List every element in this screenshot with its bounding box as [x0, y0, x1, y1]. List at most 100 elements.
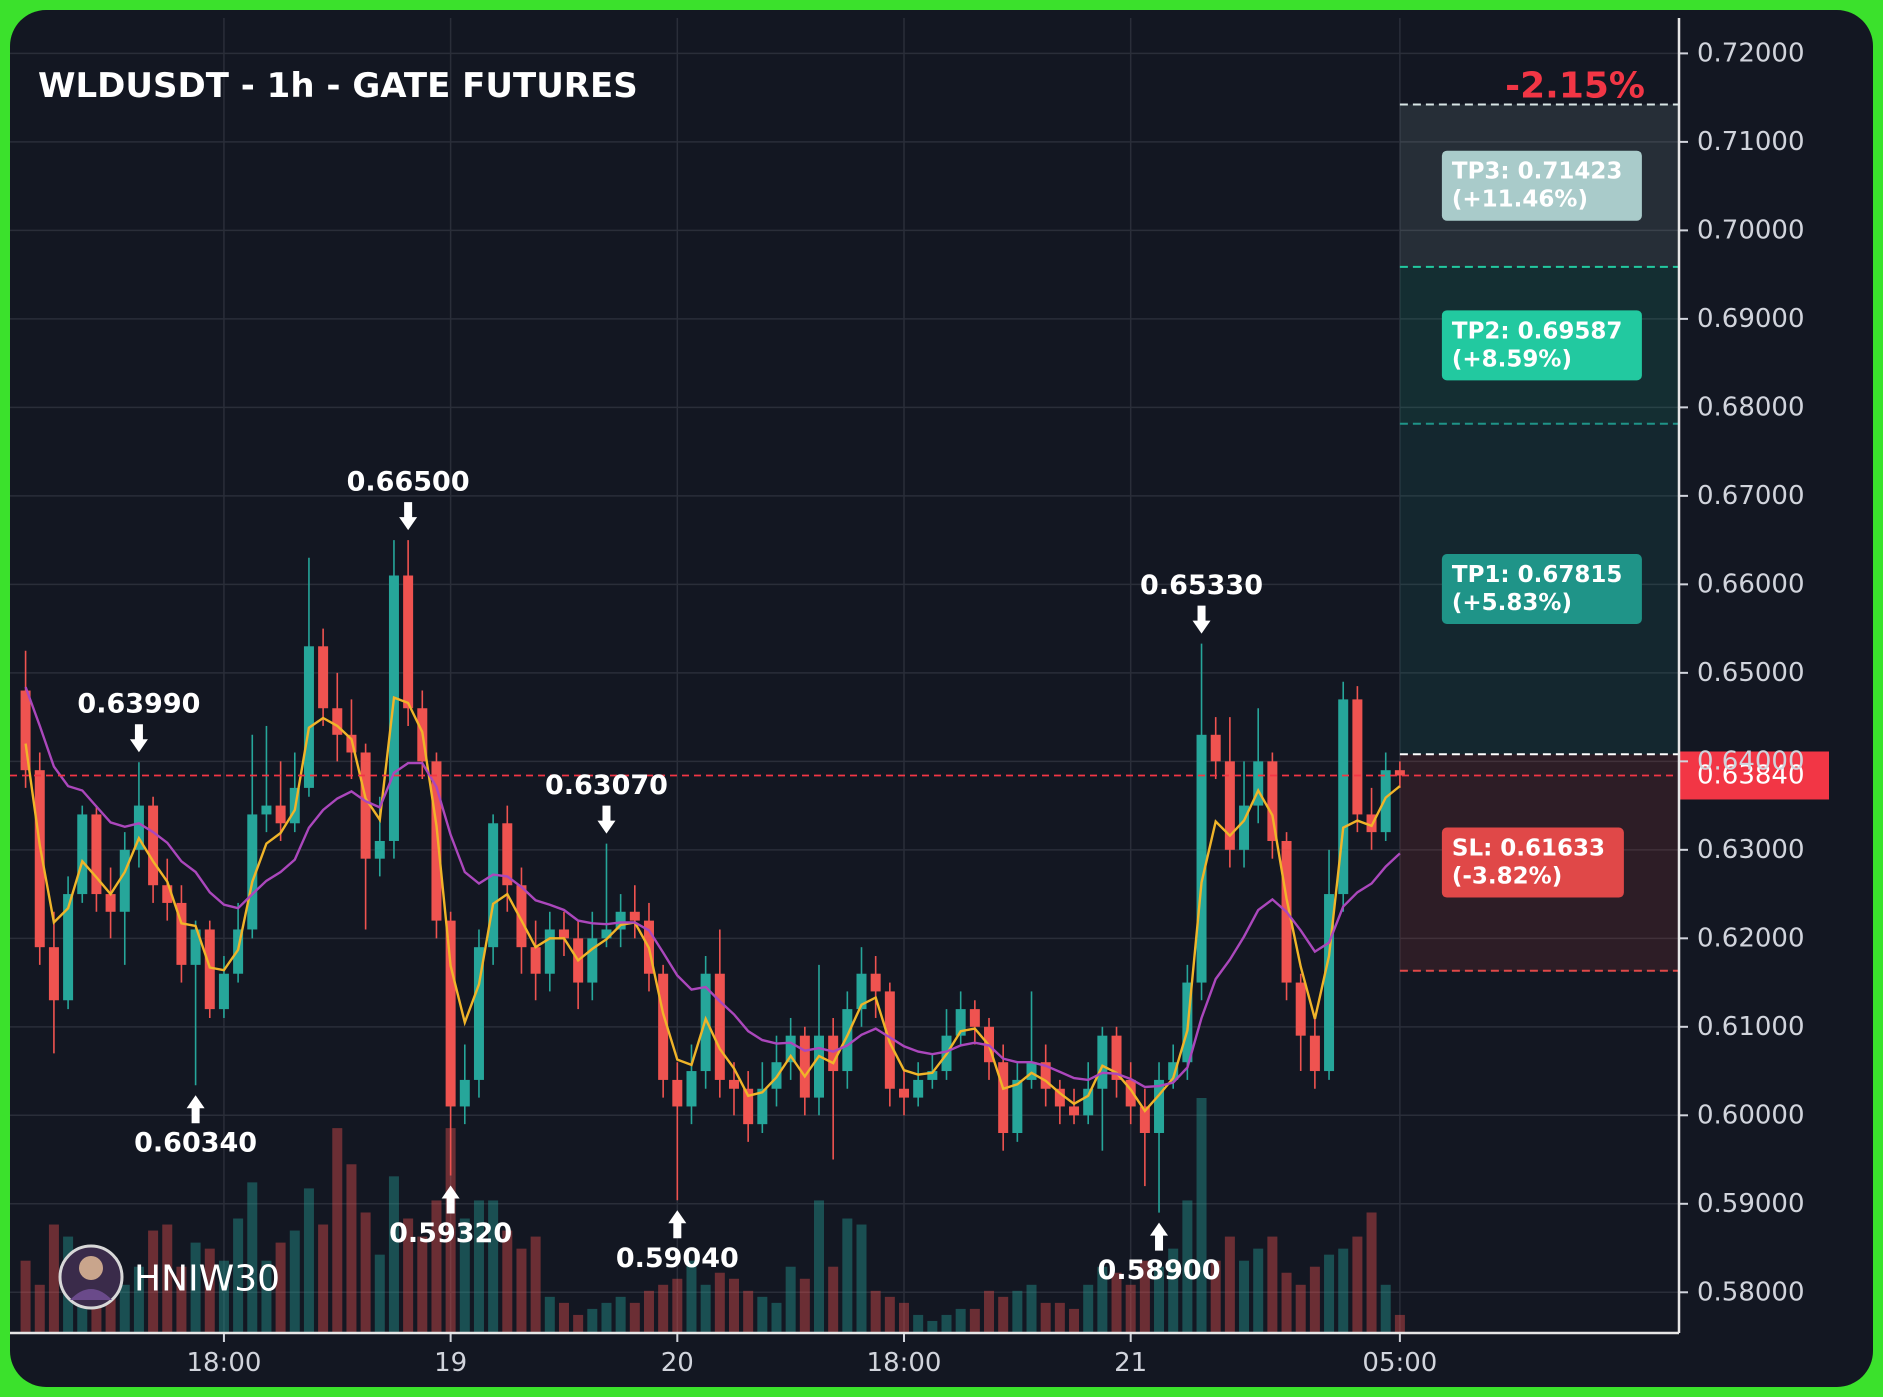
- volume-bar: [573, 1314, 584, 1333]
- candle-body: [431, 761, 442, 921]
- volume-bar: [176, 1266, 187, 1333]
- volume-bar: [34, 1284, 45, 1333]
- level-label: SL: 0.61633: [1452, 836, 1605, 862]
- volume-bar: [757, 1296, 768, 1333]
- volume-bar: [1097, 1266, 1108, 1333]
- volume-bar: [870, 1290, 881, 1333]
- level-box: [1441, 310, 1642, 381]
- volume-bar: [799, 1278, 810, 1333]
- level-pct: (+11.46%): [1452, 187, 1588, 213]
- level-pct: (+8.59%): [1452, 346, 1572, 372]
- price-change: -2.15%: [1505, 66, 1645, 107]
- level-label: TP3: 0.71423: [1452, 159, 1623, 185]
- y-tick-label: 0.67000: [1697, 481, 1805, 511]
- pivot-label: 0.60340: [134, 1128, 257, 1159]
- candle-body: [105, 894, 116, 912]
- moving-average: [24, 686, 1401, 1089]
- candle-body: [899, 1088, 910, 1098]
- volume-bar: [1224, 1236, 1235, 1333]
- x-tick-label: 21: [1114, 1348, 1147, 1378]
- y-tick-label: 0.70000: [1697, 215, 1805, 245]
- candle-body: [799, 1035, 810, 1098]
- volume-bar: [91, 1290, 102, 1333]
- volume-bar: [473, 1200, 484, 1333]
- volume-bar: [20, 1260, 31, 1333]
- volume-bar: [417, 1236, 428, 1333]
- candle-body: [502, 823, 513, 886]
- candle-body: [1111, 1035, 1122, 1080]
- volume-bar: [275, 1242, 286, 1333]
- volume-bar: [955, 1308, 966, 1333]
- y-tick-label: 0.58000: [1697, 1277, 1805, 1307]
- candle-body: [91, 814, 102, 895]
- pivot-label: 0.59320: [389, 1218, 512, 1249]
- pivot-label: 0.59040: [616, 1243, 739, 1274]
- candle-body: [856, 973, 867, 1010]
- candle-body: [785, 1035, 796, 1063]
- volume-bar: [162, 1224, 173, 1333]
- candle-body: [1267, 761, 1278, 841]
- volume-bar: [1380, 1284, 1391, 1333]
- candle-body: [1083, 1088, 1094, 1116]
- candle-body: [658, 973, 669, 1080]
- watermark: HNIW30: [58, 1244, 280, 1310]
- volume-bar: [672, 1278, 683, 1333]
- candle-body: [828, 1035, 839, 1072]
- volume-bar: [105, 1278, 116, 1333]
- candle-body: [870, 973, 881, 992]
- moving-averages: [24, 686, 1401, 1113]
- volume-bar: [346, 1164, 357, 1333]
- volume-bar: [1295, 1284, 1306, 1333]
- candle-body: [1196, 734, 1207, 983]
- volume-bar: [360, 1212, 371, 1333]
- last-price-box: [1679, 751, 1829, 800]
- last-price-label: 0.63840: [1697, 760, 1805, 790]
- volume-bar: [1154, 1266, 1165, 1333]
- candle-body: [176, 902, 187, 965]
- volume-bar: [488, 1200, 499, 1333]
- pivot-arrow: [129, 724, 148, 753]
- candle-body: [1253, 761, 1264, 806]
- candle-body: [247, 814, 258, 930]
- volume-bar: [190, 1242, 201, 1333]
- candle-body: [332, 708, 343, 735]
- y-tick-label: 0.65000: [1697, 658, 1805, 688]
- volume-bar: [1083, 1284, 1094, 1333]
- volume-bar: [119, 1284, 130, 1333]
- candle-body: [558, 929, 569, 939]
- y-tick-label: 0.71000: [1697, 127, 1805, 157]
- annotations: TP3: 0.71423(+11.46%) TP2: 0.69587(+8.59%…: [10, 150, 1829, 1286]
- volume-bar: [884, 1296, 895, 1333]
- y-tick-label: 0.72000: [1697, 38, 1805, 68]
- volume-bar: [587, 1308, 598, 1333]
- candle-body: [1324, 894, 1335, 1072]
- volume-bar: [1253, 1248, 1264, 1333]
- avatar-body: [70, 1289, 112, 1300]
- y-tick-label: 0.69000: [1697, 304, 1805, 334]
- candle-body: [1380, 770, 1391, 833]
- candle-body: [1154, 1079, 1165, 1134]
- pivot-arrow: [1192, 605, 1211, 634]
- candle-body: [218, 973, 229, 1010]
- y-tick-label: 0.63000: [1697, 835, 1805, 865]
- candle-body: [1295, 982, 1306, 1036]
- volume-bar: [1366, 1212, 1377, 1333]
- volume-bar: [1182, 1200, 1193, 1333]
- pivot-arrow: [186, 1095, 205, 1124]
- level-box: [1441, 150, 1642, 221]
- volume-bar: [1281, 1272, 1292, 1333]
- volume-bar: [1210, 1260, 1221, 1333]
- pivot-arrow: [441, 1185, 460, 1214]
- candle-body: [459, 1079, 470, 1107]
- volume-bar: [969, 1308, 980, 1333]
- level-pct: (+5.83%): [1452, 590, 1572, 616]
- volume-bar: [1069, 1308, 1080, 1333]
- volume-bar: [1026, 1284, 1037, 1333]
- candle-body: [587, 938, 598, 983]
- volume-bar: [318, 1224, 329, 1333]
- volume-bar: [133, 1266, 144, 1333]
- x-tick-label: 18:00: [186, 1348, 261, 1378]
- volume-bar: [1324, 1254, 1335, 1333]
